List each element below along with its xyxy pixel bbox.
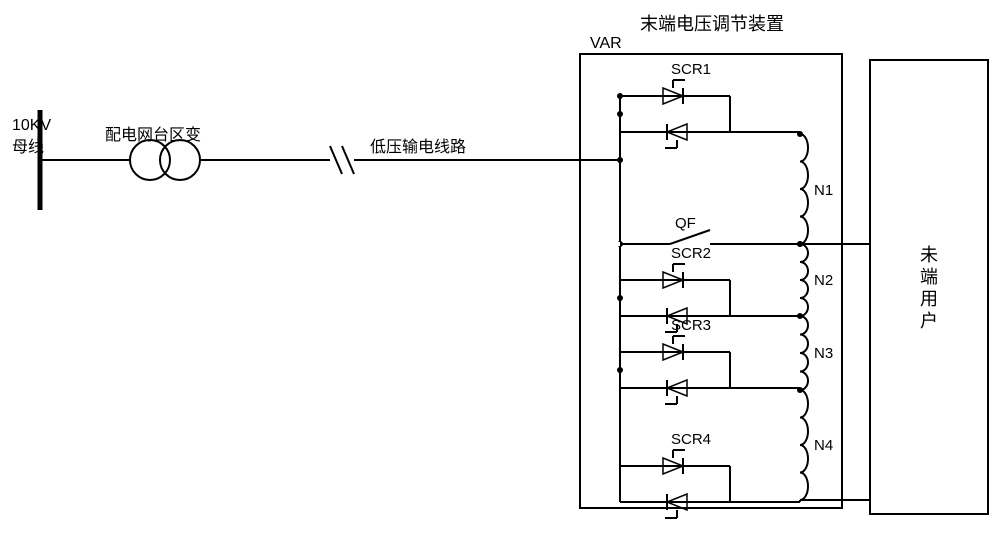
coil-label-2: N2 xyxy=(814,272,833,289)
coil-label-1: N1 xyxy=(814,182,833,199)
busbar-label-1: 10KV xyxy=(12,117,51,134)
circuit-diagram: 末端电压调节装置10KV母线配电网台区变低压输电线路VAR未端用户QFN1N2N… xyxy=(0,0,1000,553)
diagram-title: 末端电压调节装置 xyxy=(640,14,784,34)
scr3-label: SCR3 xyxy=(671,317,711,334)
busbar-label-2: 母线 xyxy=(12,138,44,156)
scr4-label: SCR4 xyxy=(671,431,711,448)
user-box xyxy=(870,60,988,514)
transformer-primary xyxy=(130,140,170,180)
coil-label-4: N4 xyxy=(814,437,833,454)
qf-label: QF xyxy=(675,215,696,232)
line-label: 低压输电线路 xyxy=(370,138,466,156)
scr1-label: SCR1 xyxy=(671,61,711,78)
svg-text:用: 用 xyxy=(920,289,938,309)
scr2-label: SCR2 xyxy=(671,245,711,262)
coil-label-3: N3 xyxy=(814,345,833,362)
svg-text:户: 户 xyxy=(920,311,938,331)
svg-text:端: 端 xyxy=(920,267,938,287)
svg-text:未: 未 xyxy=(920,245,938,265)
transformer-secondary xyxy=(160,140,200,180)
var-label: VAR xyxy=(590,35,622,52)
